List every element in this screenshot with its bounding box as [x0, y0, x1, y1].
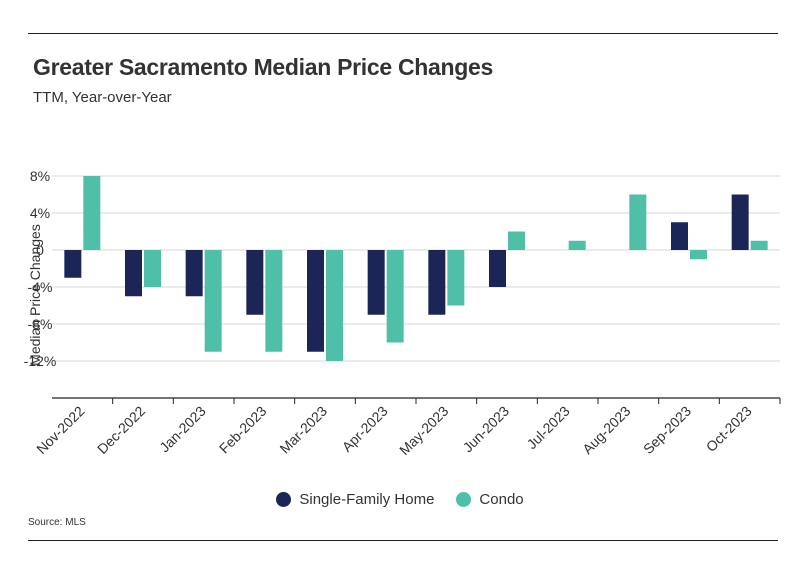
bar-condo — [750, 240, 768, 250]
bar-condo — [83, 176, 101, 250]
x-tick-label: Aug-2023 — [579, 403, 633, 457]
bar-single-family — [367, 250, 385, 315]
source-note: Source: MLS — [28, 517, 86, 528]
bar-condo — [447, 250, 465, 306]
x-tick-label: Jul-2023 — [524, 403, 573, 452]
bar-condo — [326, 250, 343, 361]
bar-single-family — [489, 250, 506, 287]
legend-swatch-condo — [456, 492, 472, 507]
x-tick-label: May-2023 — [396, 403, 451, 458]
bar-single-family — [731, 194, 749, 250]
bar-condo — [568, 240, 586, 250]
legend-swatch-single-family — [276, 492, 292, 507]
legend-item-single-family: Single-Family Home — [276, 491, 434, 508]
chart-title: Greater Sacramento Median Price Changes — [33, 54, 493, 80]
chart-subtitle: TTM, Year-over-Year — [33, 89, 172, 106]
legend: Single-Family Home Condo — [0, 491, 800, 508]
x-tick-label: Jan-2023 — [156, 403, 209, 456]
bar-single-family — [125, 250, 142, 297]
y-axis-title: Median Price Changes — [27, 224, 43, 366]
y-tick-label: 0 — [36, 242, 44, 258]
y-tick-label: 8% — [30, 168, 50, 184]
x-tick-label: Apr-2023 — [339, 403, 391, 455]
y-tick-label: -8% — [28, 316, 53, 332]
x-tick-label: Nov-2022 — [33, 403, 87, 457]
bar-single-family — [671, 222, 688, 250]
bar-single-family — [185, 250, 203, 297]
bar-condo — [508, 231, 525, 250]
legend-item-condo: Condo — [456, 491, 524, 508]
y-tick-label: -4% — [28, 279, 53, 295]
bar-single-family — [64, 250, 82, 278]
bar-condo — [629, 194, 647, 250]
bar-single-family — [307, 250, 324, 352]
bar-condo — [265, 250, 283, 352]
x-tick-label: Oct-2023 — [703, 403, 755, 455]
bar-condo — [204, 250, 222, 352]
x-tick-label: Sep-2023 — [640, 403, 694, 457]
legend-label-condo: Condo — [479, 491, 524, 508]
bar-single-family — [428, 250, 446, 315]
x-tick-label: Feb-2023 — [216, 403, 270, 457]
y-tick-label: -12% — [24, 353, 57, 369]
bottom-rule — [28, 540, 778, 541]
top-rule — [28, 33, 778, 34]
legend-label-single-family: Single-Family Home — [299, 491, 435, 508]
x-tick-label: Jun-2023 — [460, 403, 513, 456]
bar-single-family — [246, 250, 264, 315]
bar-condo — [386, 250, 404, 343]
bar-condo — [144, 250, 161, 287]
bar-condo — [690, 250, 707, 260]
x-tick-label: Dec-2022 — [94, 403, 148, 457]
x-tick-label: Mar-2023 — [276, 403, 330, 457]
y-tick-label: 4% — [30, 205, 50, 221]
